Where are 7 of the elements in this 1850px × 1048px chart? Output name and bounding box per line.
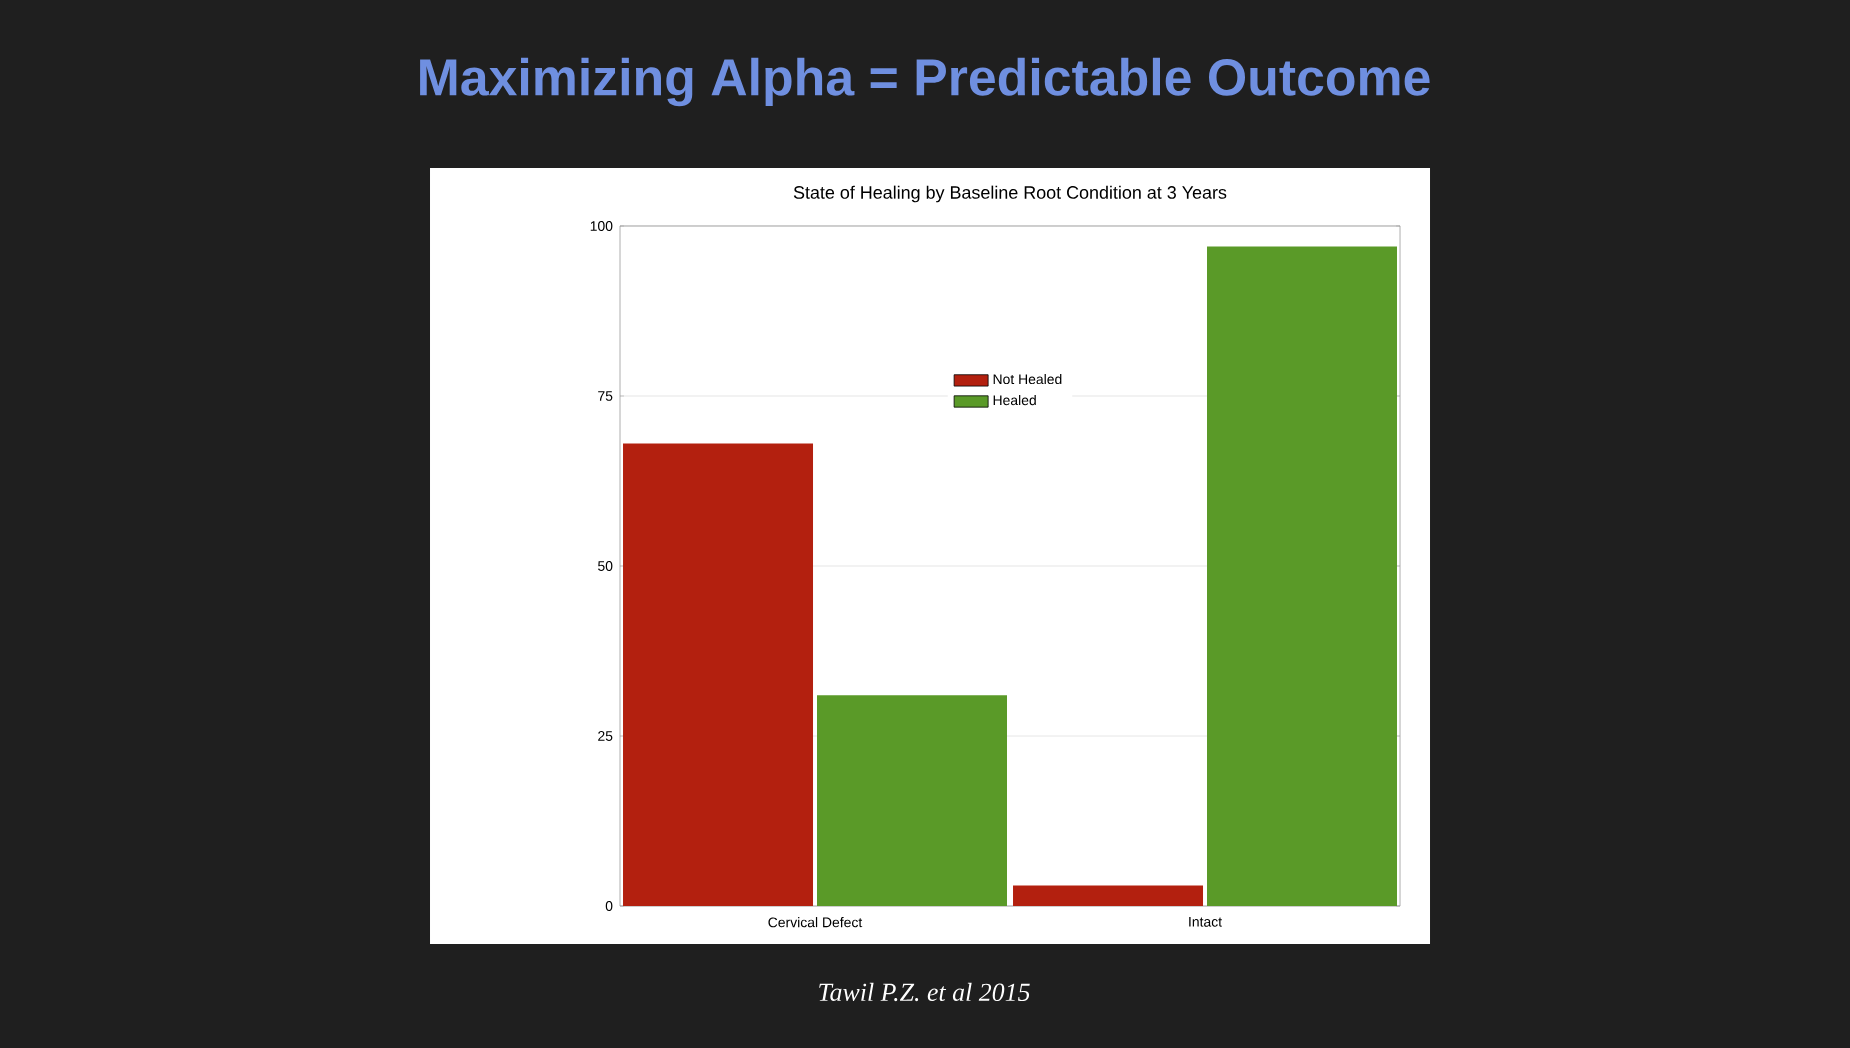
bar xyxy=(1013,885,1204,906)
chart-subtitle: State of Healing by Baseline Root Condition at 3 Years xyxy=(793,185,1227,203)
text: Tawil P.Z. et al 2015 xyxy=(819,982,1030,1002)
chart-title: Maximizing Alpha = Predictable Outcome xyxy=(420,57,1430,107)
bar xyxy=(1207,246,1398,906)
bar xyxy=(623,443,814,906)
bar xyxy=(817,695,1007,906)
